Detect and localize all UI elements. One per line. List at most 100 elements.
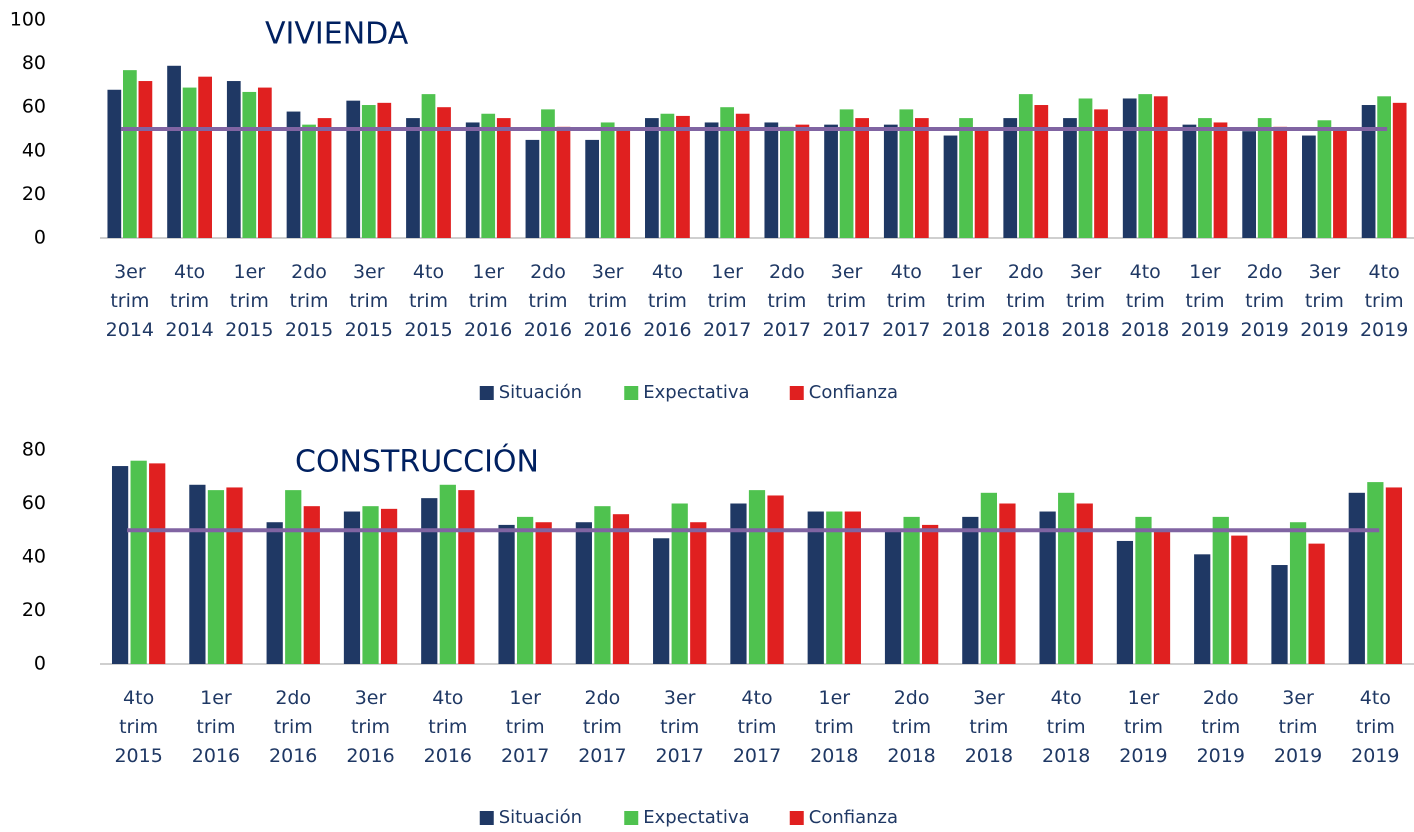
x-tick-line: 2018 bbox=[965, 745, 1013, 767]
x-tick-line: 4to bbox=[1130, 261, 1161, 283]
bar bbox=[1058, 492, 1075, 664]
bar bbox=[1257, 118, 1272, 238]
bar bbox=[824, 124, 838, 238]
bar bbox=[207, 490, 225, 664]
bar bbox=[149, 463, 166, 664]
x-tick-line: trim bbox=[349, 290, 388, 312]
x-tick-line: trim bbox=[1006, 290, 1045, 312]
y-tick-label: 60 bbox=[22, 492, 46, 514]
bar bbox=[653, 538, 670, 664]
bar bbox=[122, 70, 137, 238]
bar bbox=[1153, 96, 1168, 238]
bar bbox=[465, 122, 480, 238]
x-tick-label: 2do trim 2016 bbox=[524, 261, 572, 341]
x-tick-label: 4to trim 2016 bbox=[643, 261, 691, 341]
x-tick-line: trim bbox=[1356, 716, 1395, 738]
bar bbox=[1385, 487, 1403, 664]
bar bbox=[795, 124, 810, 238]
bar bbox=[767, 495, 784, 664]
bar bbox=[844, 511, 861, 664]
x-tick-line: trim bbox=[351, 716, 390, 738]
x-tick-line: 4to bbox=[174, 261, 205, 283]
bar bbox=[285, 490, 302, 664]
bar bbox=[111, 466, 129, 664]
x-tick-line: trim bbox=[1245, 290, 1284, 312]
bar bbox=[1333, 129, 1347, 238]
x-tick-label: 4to trim 2015 bbox=[114, 687, 162, 767]
x-tick-line: trim bbox=[1047, 716, 1086, 738]
bar bbox=[1242, 131, 1257, 238]
bar bbox=[535, 522, 552, 664]
x-tick-line: trim bbox=[892, 716, 931, 738]
bar bbox=[361, 105, 376, 239]
x-tick-label: 1er trim 2019 bbox=[1181, 261, 1229, 341]
x-tick-line: trim bbox=[1126, 290, 1165, 312]
x-tick-label: 3er trim 2019 bbox=[1274, 687, 1322, 767]
x-tick-label: 4to trim 2016 bbox=[424, 687, 472, 767]
x-tick-line: 2019 bbox=[1360, 319, 1408, 341]
bar bbox=[437, 107, 451, 238]
bar bbox=[458, 490, 475, 664]
bar bbox=[286, 111, 301, 238]
x-tick-line: trim bbox=[708, 290, 747, 312]
x-tick-line: 1er bbox=[711, 261, 743, 283]
x-tick-line: trim bbox=[1305, 290, 1344, 312]
bar bbox=[343, 511, 361, 664]
x-tick-label: 4to trim 2015 bbox=[404, 261, 452, 341]
x-tick-line: 2019 bbox=[1181, 319, 1229, 341]
x-tick-line: 2015 bbox=[225, 319, 273, 341]
bar bbox=[1392, 102, 1407, 238]
bar bbox=[1034, 105, 1049, 239]
x-tick-line: trim bbox=[1124, 716, 1163, 738]
legend-label: Situación bbox=[499, 382, 582, 403]
x-tick-line: 3er bbox=[353, 261, 385, 283]
y-tick-label: 40 bbox=[22, 139, 46, 161]
x-tick-line: 3er bbox=[1282, 687, 1314, 709]
x-tick-line: 4to bbox=[1360, 687, 1391, 709]
x-tick-line: 2019 bbox=[1197, 745, 1245, 767]
bar bbox=[1377, 96, 1392, 238]
bar bbox=[1317, 120, 1332, 238]
x-tick-line: 2017 bbox=[578, 745, 626, 767]
bar bbox=[1138, 94, 1153, 239]
x-tick-line: 2017 bbox=[822, 319, 870, 341]
x-tick-label: 1er trim 2018 bbox=[942, 261, 990, 341]
chart-title: CONSTRUCCIÓN bbox=[295, 443, 539, 480]
x-tick-line: 2015 bbox=[114, 745, 162, 767]
bar bbox=[1003, 118, 1018, 238]
bar bbox=[1348, 492, 1365, 664]
x-tick-line: 2016 bbox=[192, 745, 240, 767]
bar bbox=[556, 126, 571, 238]
x-tick-line: 2014 bbox=[165, 319, 213, 341]
bar bbox=[226, 487, 243, 664]
bar bbox=[302, 124, 316, 238]
x-tick-line: trim bbox=[947, 290, 986, 312]
bar bbox=[1182, 124, 1197, 238]
y-tick-label: 80 bbox=[22, 439, 46, 461]
x-tick-line: 2do bbox=[769, 261, 805, 283]
x-tick-line: trim bbox=[196, 716, 235, 738]
x-tick-label: 1er trim 2015 bbox=[225, 261, 273, 341]
bar bbox=[1231, 535, 1248, 664]
y-tick-label: 0 bbox=[34, 653, 46, 675]
x-tick-line: 2017 bbox=[763, 319, 811, 341]
x-tick-line: trim bbox=[170, 290, 209, 312]
x-tick-line: 1er bbox=[234, 261, 266, 283]
bar bbox=[1076, 503, 1093, 664]
bar bbox=[130, 460, 147, 664]
x-tick-label: 3er trim 2017 bbox=[822, 261, 870, 341]
x-tick-line: trim bbox=[969, 716, 1008, 738]
x-tick-line: 2017 bbox=[703, 319, 751, 341]
x-tick-line: 2do bbox=[1247, 261, 1283, 283]
x-tick-line: trim bbox=[469, 290, 508, 312]
x-tick-line: 2017 bbox=[733, 745, 781, 767]
bar bbox=[439, 484, 456, 664]
bar bbox=[616, 129, 631, 238]
bar bbox=[257, 87, 272, 238]
x-tick-label: 4to trim 2019 bbox=[1351, 687, 1399, 767]
x-tick-line: 2015 bbox=[285, 319, 333, 341]
x-tick-label: 2do trim 2017 bbox=[578, 687, 626, 767]
x-tick-line: 3er bbox=[355, 687, 387, 709]
x-tick-line: 1er bbox=[200, 687, 232, 709]
